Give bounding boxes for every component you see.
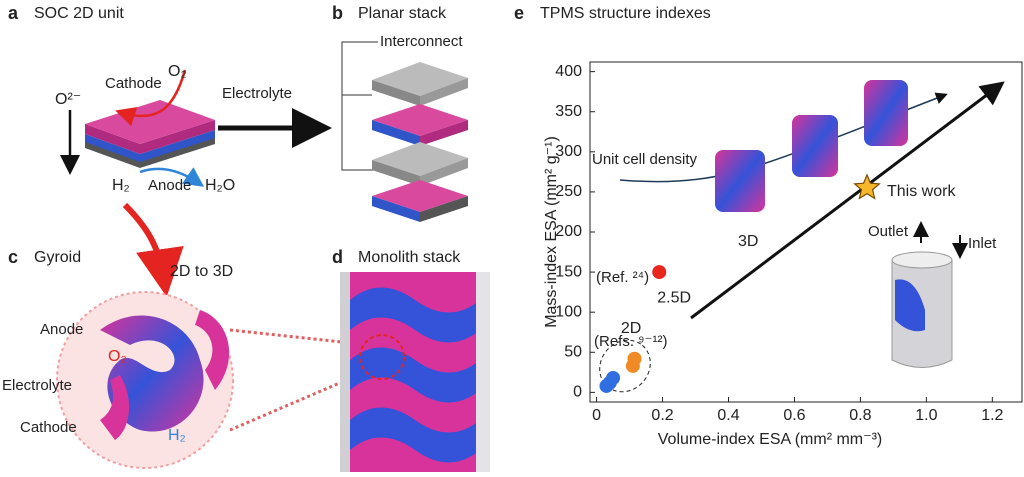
arrow — [139, 167, 205, 187]
panel-letter: e — [514, 3, 524, 23]
stack-drawing — [372, 62, 468, 222]
panel-title: Monolith stack — [358, 249, 461, 266]
arrow — [122, 202, 184, 297]
x-tick-label: 0.4 — [717, 407, 739, 424]
monolith — [340, 272, 490, 472]
series-label: This work — [887, 183, 956, 200]
gyroid — [100, 310, 230, 440]
y-tick-label: 300 — [555, 143, 582, 160]
cell-stack — [85, 100, 215, 168]
x-tick-label: 1.2 — [981, 407, 1003, 424]
x-axis-label: Volume-index ESA (mm² mm⁻³) — [658, 431, 882, 448]
annotation: Inlet — [968, 235, 997, 252]
trend-arrow — [690, 81, 1005, 320]
label: Electrolyte — [222, 85, 292, 102]
panel-letter: d — [332, 247, 343, 267]
tpms-cells — [715, 80, 968, 368]
label: Electrolyte — [2, 377, 72, 394]
y-axis-label: Mass-index ESA (mm² g⁻¹) — [543, 136, 560, 328]
arrow — [115, 69, 187, 127]
y-tick-label: 400 — [555, 63, 582, 80]
y-tick-label: 0 — [573, 384, 582, 401]
panel-letter: a — [8, 3, 19, 23]
y-tick-label: 150 — [555, 263, 582, 280]
label: H₂O — [205, 177, 235, 194]
panel-title: TPMS structure indexes — [540, 5, 711, 22]
label: H₂ — [112, 177, 130, 194]
y-tick-label: 250 — [555, 183, 582, 200]
panel-title: Gyroid — [34, 249, 81, 266]
label: Cathode — [20, 419, 77, 436]
star-marker — [853, 173, 881, 200]
annotation: (Ref. ²⁴) — [596, 269, 649, 286]
label: O₂ — [168, 63, 187, 80]
panel-letter: b — [332, 3, 343, 23]
annotation: Outlet — [868, 223, 909, 240]
annotation: (Refs. ⁹⁻¹²) — [594, 333, 668, 350]
point — [627, 351, 642, 366]
y-tick-label: 50 — [564, 344, 582, 361]
label: 2D to 3D — [170, 263, 233, 280]
point — [652, 265, 667, 280]
bracket — [341, 41, 378, 171]
label: Interconnect — [380, 33, 463, 50]
point — [606, 370, 621, 385]
x-tick-label: 0 — [592, 407, 601, 424]
label: O₂ — [108, 348, 127, 365]
panel-letter: c — [8, 247, 18, 267]
label: Anode — [148, 177, 191, 194]
annotation: Unit cell density — [592, 151, 698, 168]
x-tick-label: 0.6 — [783, 407, 805, 424]
panel-title: SOC 2D unit — [34, 5, 124, 22]
x-tick-label: 1.0 — [915, 407, 937, 424]
annotation: 3D — [738, 233, 758, 250]
y-tick-label: 350 — [555, 103, 582, 120]
label: Anode — [40, 321, 83, 338]
series-label: 2.5D — [657, 289, 691, 306]
x-tick-label: 0.2 — [651, 407, 673, 424]
label: O²⁻ — [55, 91, 81, 108]
label: H₂ — [168, 427, 186, 444]
label: Cathode — [105, 75, 162, 92]
series-label: 2D — [621, 320, 641, 337]
y-tick-label: 100 — [555, 303, 582, 320]
panel-title: Planar stack — [358, 5, 447, 22]
x-tick-label: 0.8 — [849, 407, 871, 424]
y-tick-label: 200 — [555, 223, 582, 240]
